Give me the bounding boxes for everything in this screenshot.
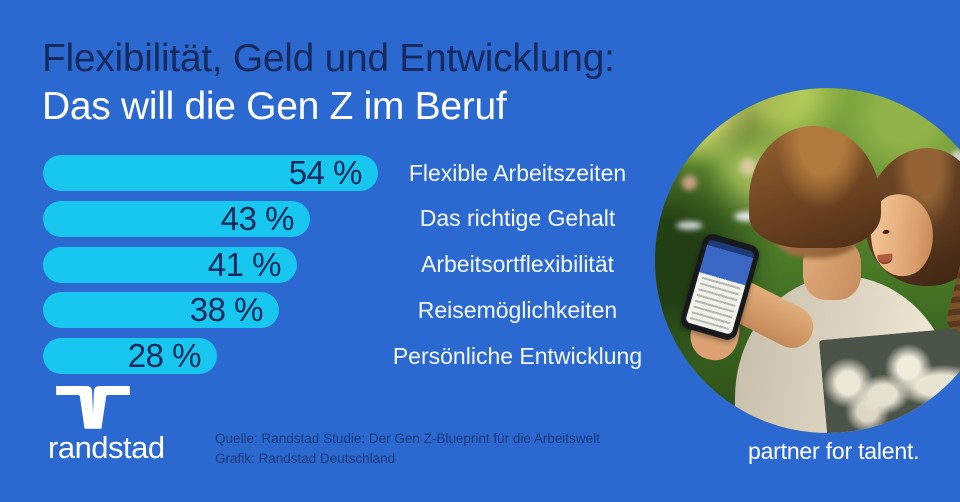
bar-chart: 54 % Flexible Arbeitszeiten 43 % Das ric… bbox=[43, 154, 683, 384]
bar-row-persoenliche-entwicklung: 28 % Persönliche Entwicklung bbox=[43, 337, 683, 375]
bar-value: 38 % bbox=[189, 291, 264, 329]
bar-label: Arbeitsortflexibilität bbox=[420, 251, 615, 278]
bar-label: Flexible Arbeitszeiten bbox=[408, 159, 627, 186]
bar-row-das-richtige-gehalt: 43 % Das richtige Gehalt bbox=[43, 199, 683, 237]
bar-persoenliche-entwicklung: 28 % bbox=[43, 337, 217, 375]
randstad-wordmark: randstad bbox=[48, 430, 165, 465]
title-line-1: Flexibilität, Geld und Entwicklung: bbox=[42, 37, 615, 80]
bar-row-flexible-arbeitszeiten: 54 % Flexible Arbeitszeiten bbox=[43, 154, 683, 191]
title-line-2: Das will die Gen Z im Beruf bbox=[42, 85, 507, 128]
bar-das-richtige-gehalt: 43 % bbox=[43, 199, 310, 237]
bar-label: Reisemöglichkeiten bbox=[417, 296, 618, 323]
randstad-symbol-icon bbox=[56, 386, 130, 429]
bar-label: Persönliche Entwicklung bbox=[392, 342, 643, 369]
bar-row-arbeitsortflexibilitaet: 41 % Arbeitsortflexibilität bbox=[43, 245, 683, 283]
photo-gen-z-smartphone bbox=[655, 88, 960, 433]
bar-flexible-arbeitszeiten: 54 % bbox=[43, 154, 378, 191]
photo-man-shirt-print bbox=[818, 328, 960, 433]
photo-man-hair bbox=[749, 126, 881, 248]
bar-value: 28 % bbox=[127, 337, 202, 375]
bar-label: Das richtige Gehalt bbox=[419, 205, 616, 232]
source-note: Quelle: Randstad Studie: Der Gen Z-Bluep… bbox=[215, 429, 600, 469]
bar-row-reisemoeglichkeiten: 38 % Reisemöglichkeiten bbox=[43, 291, 683, 329]
bar-reisemoeglichkeiten: 38 % bbox=[43, 291, 279, 329]
bar-arbeitsortflexibilitaet: 41 % bbox=[43, 245, 297, 283]
bar-value: 43 % bbox=[220, 199, 295, 237]
source-line-1: Quelle: Randstad Studie: Der Gen Z-Bluep… bbox=[215, 431, 600, 446]
source-line-2: Grafik: Randstad Deutschland bbox=[215, 451, 396, 466]
bar-value: 54 % bbox=[288, 154, 363, 191]
brand-tagline: partner for talent. bbox=[748, 438, 920, 464]
bar-value: 41 % bbox=[207, 245, 282, 283]
